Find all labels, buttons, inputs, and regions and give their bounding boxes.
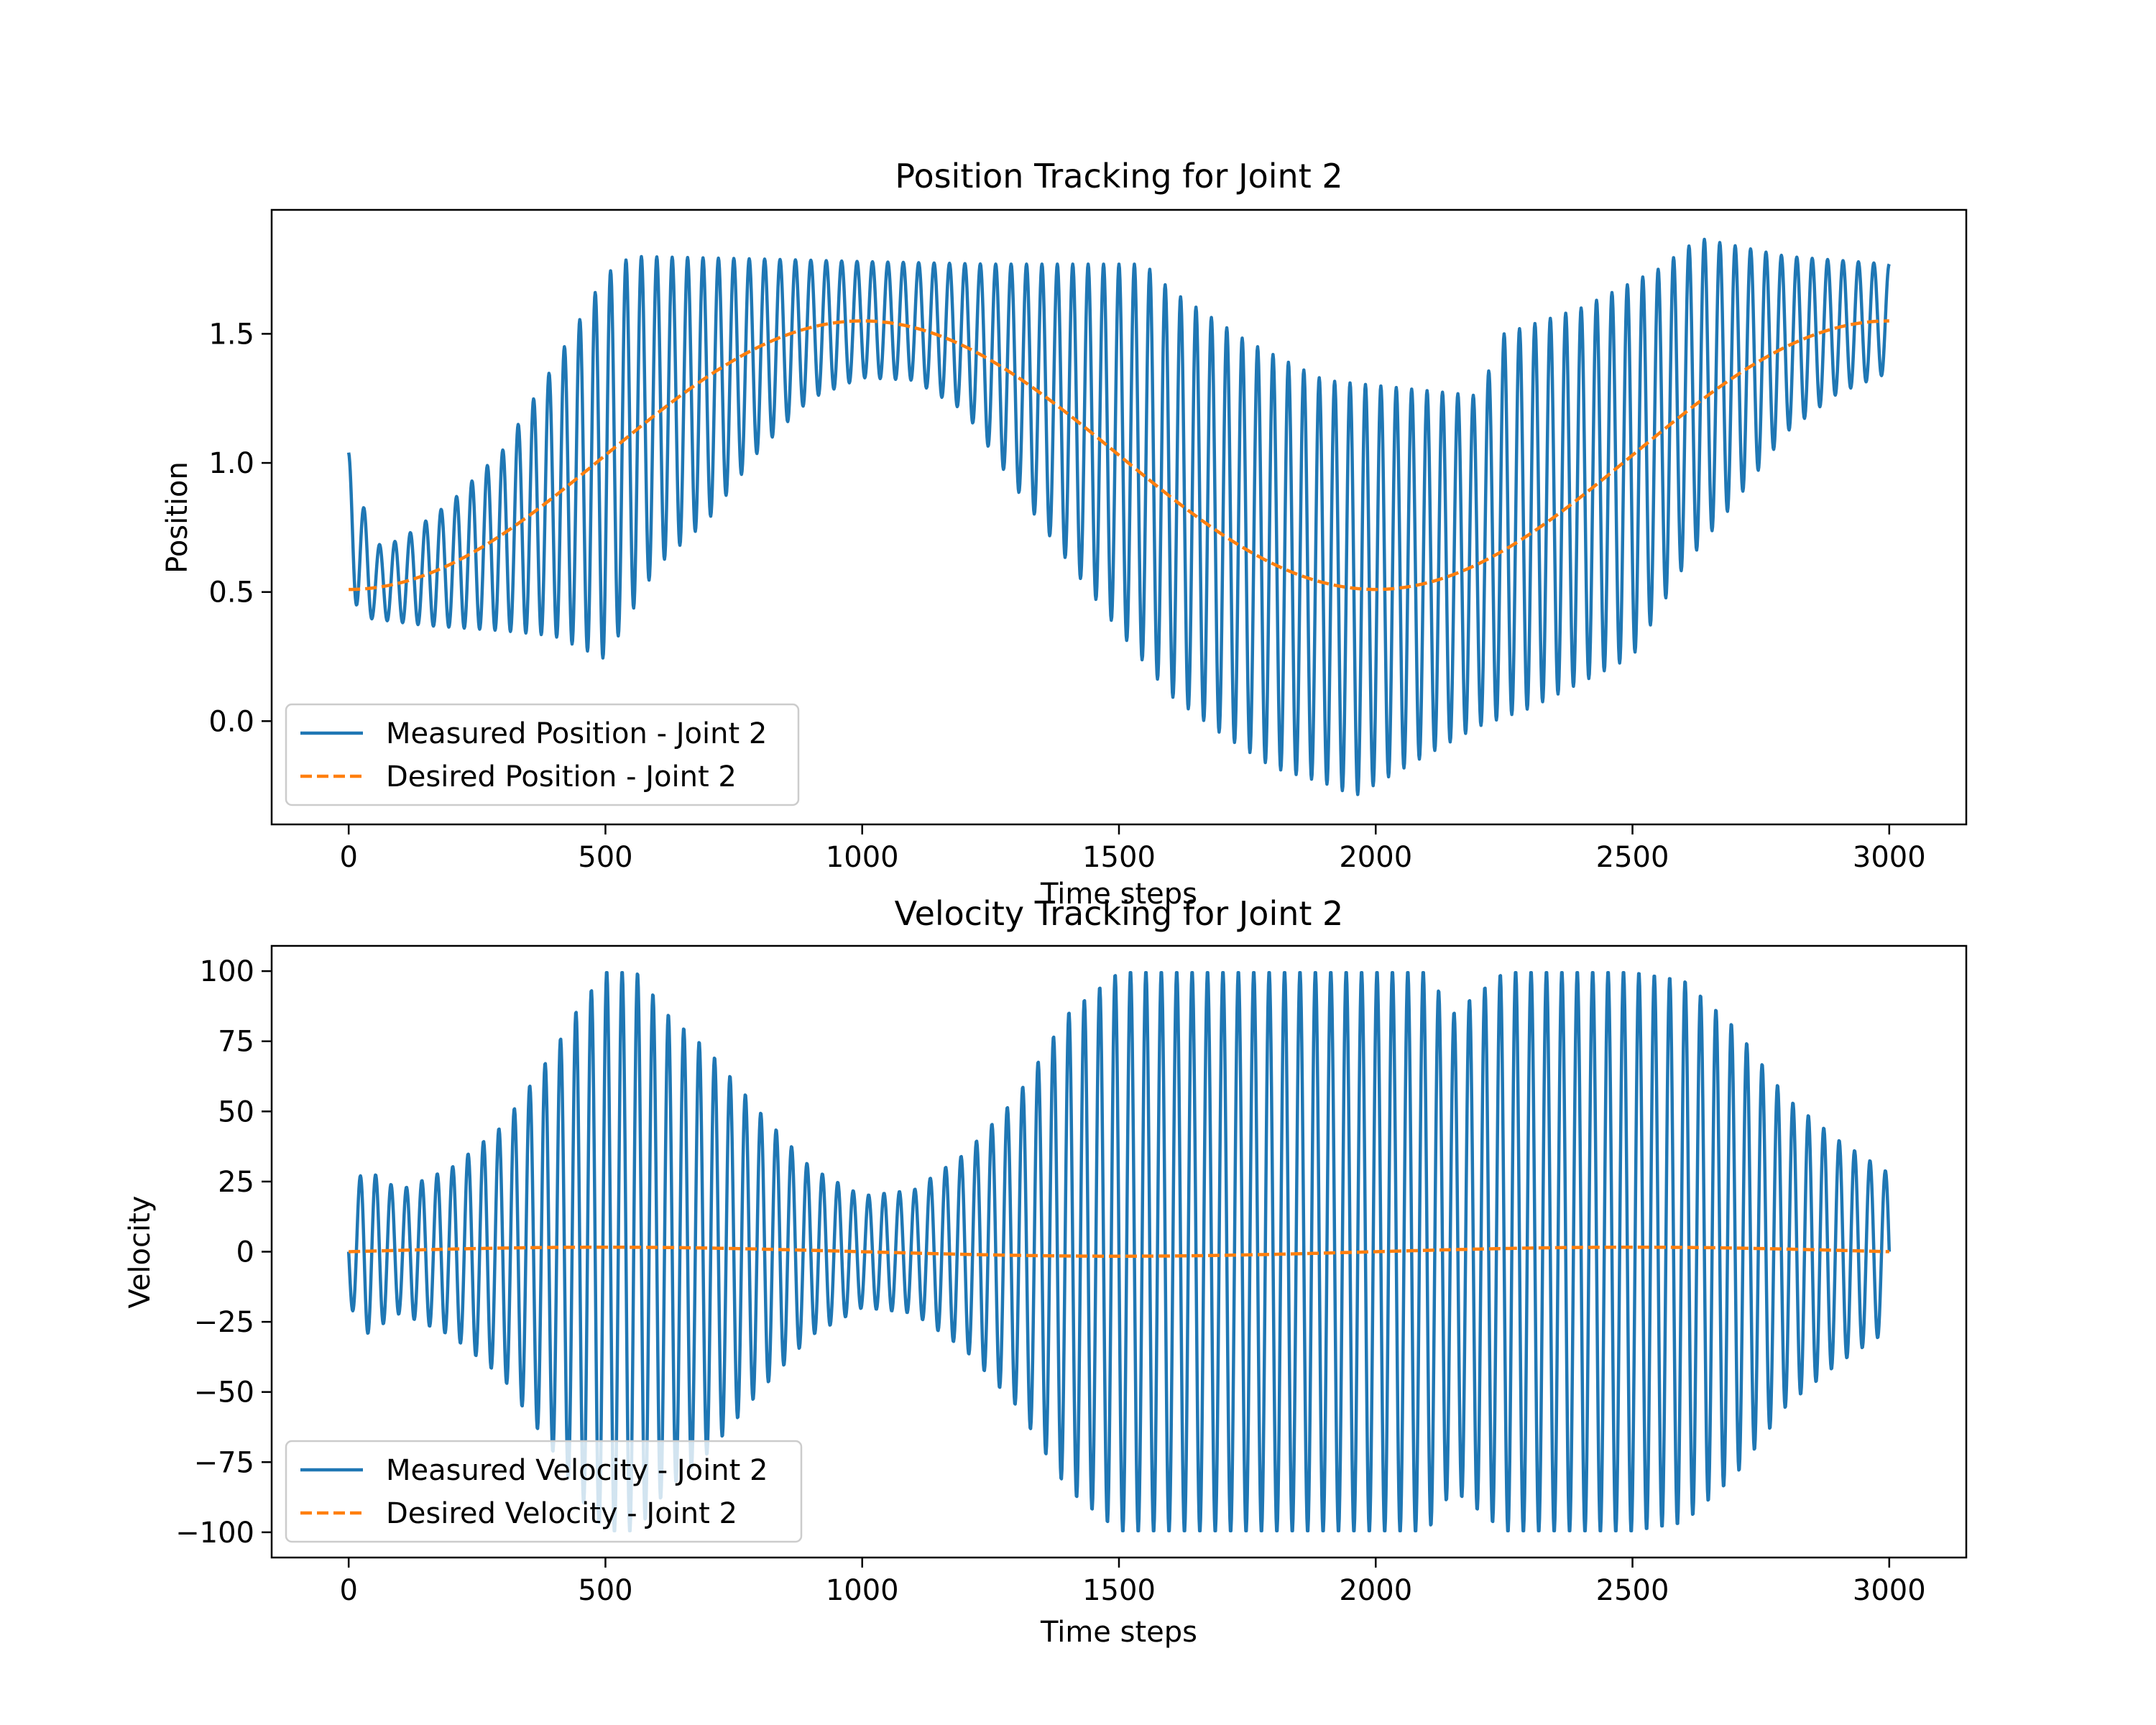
x-tick-label: 500 [578, 841, 632, 874]
position-y-axis: 0.0 0.5 1.0 1.5 [208, 318, 272, 738]
velocity-x-axis-label: Time steps [1040, 1616, 1197, 1649]
velocity-x-axis: 0 500 1000 1500 2000 2500 3000 [339, 1558, 1926, 1607]
x-tick-label: 2000 [1339, 841, 1412, 874]
velocity-legend-box [285, 1440, 803, 1543]
y-tick-label: −25 [194, 1306, 254, 1339]
y-tick-label: 1.0 [208, 447, 254, 480]
legend-label-measured-velocity: Measured Velocity - Joint 2 [386, 1454, 768, 1487]
velocity-y-axis-label: Velocity [124, 1196, 157, 1309]
x-tick-label: 500 [578, 1574, 632, 1607]
desired-position-line [349, 319, 1889, 592]
x-tick-label: 2500 [1596, 1574, 1669, 1607]
x-tick-label: 1000 [826, 1574, 899, 1607]
position-y-axis-label: Position [161, 461, 194, 574]
velocity-legend: Measured Velocity - Joint 2 Desired Velo… [285, 1440, 803, 1543]
x-tick-label: 1000 [826, 841, 899, 874]
position-x-axis-label: Time steps [1040, 878, 1197, 911]
x-tick-label: 3000 [1853, 841, 1926, 874]
y-tick-label: 50 [218, 1095, 254, 1128]
y-tick-label: 25 [218, 1166, 254, 1199]
position-chart: Position Tracking for Joint 2 0 500 1000 15… [161, 157, 1968, 911]
y-tick-label: 0.0 [208, 705, 254, 738]
y-tick-label: 100 [200, 955, 254, 988]
measured-position-line [346, 237, 1891, 796]
x-tick-label: 2500 [1596, 841, 1669, 874]
velocity-y-axis: −100 −75 −50 −25 0 25 50 75 100 [175, 955, 272, 1550]
position-legend-box [285, 703, 800, 806]
legend-label-measured-position: Measured Position - Joint 2 [386, 717, 767, 750]
y-tick-label: 0.5 [208, 576, 254, 610]
y-tick-label: −75 [194, 1446, 254, 1479]
legend-label-desired-velocity: Desired Velocity - Joint 2 [386, 1497, 737, 1530]
desired-velocity-line [349, 1246, 1889, 1258]
velocity-chart-title: Velocity Tracking for Joint 2 [895, 894, 1344, 933]
velocity-chart: Velocity Tracking for Joint 2 0 500 1000 15… [124, 894, 1968, 1649]
x-tick-label: 2000 [1339, 1574, 1412, 1607]
measured-velocity-line [346, 971, 1892, 1532]
y-tick-label: 75 [218, 1026, 254, 1059]
y-tick-label: −100 [175, 1517, 254, 1550]
x-tick-label: 3000 [1853, 1574, 1926, 1607]
x-tick-label: 1500 [1082, 1574, 1156, 1607]
y-tick-label: 1.5 [208, 318, 254, 351]
x-tick-label: 0 [339, 1574, 357, 1607]
y-tick-label: 0 [236, 1236, 254, 1269]
legend-label-desired-position: Desired Position - Joint 2 [386, 760, 737, 794]
position-x-axis: 0 500 1000 1500 2000 2500 3000 [339, 824, 1926, 874]
x-tick-label: 0 [339, 841, 357, 874]
position-legend: Measured Position - Joint 2 Desired Posi… [285, 703, 800, 806]
position-chart-title: Position Tracking for Joint 2 [895, 157, 1342, 196]
x-tick-label: 1500 [1082, 841, 1156, 874]
y-tick-label: −50 [194, 1376, 254, 1409]
